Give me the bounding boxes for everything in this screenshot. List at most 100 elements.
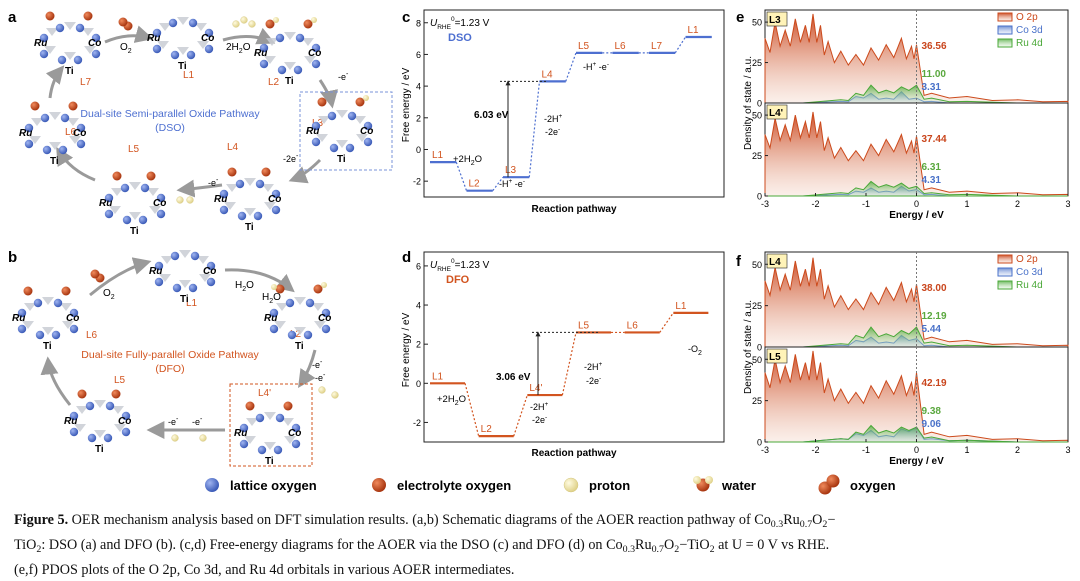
polyhedron-face (282, 418, 294, 426)
level-label: L1 (432, 150, 444, 161)
caption-sub-7: 0.7 (651, 544, 664, 555)
lattice-oxygen-atom (58, 145, 68, 155)
polyhedron-face (318, 116, 330, 124)
co-atom-label: Co (308, 48, 321, 59)
intermediate-label: L5 (769, 352, 781, 363)
legend-label: O 2p (1016, 254, 1038, 265)
legend-lattice-label: lattice oxygen (230, 478, 317, 493)
polyhedron-face (195, 23, 207, 31)
caption-text-2: Ru (783, 512, 800, 528)
lattice-oxygen-atom (190, 251, 200, 261)
ru-atom-label: Ru (147, 33, 160, 44)
co-atom-label: Co (153, 198, 166, 209)
panel-d-yticks: -2 0 2 4 6 (413, 261, 428, 428)
arrow-l6-l7 (45, 65, 65, 99)
pdos-series-o-2p (764, 257, 1069, 348)
caption-text-7: Ru (635, 537, 652, 553)
structure-a-l4: Ru Co Ti (214, 167, 281, 233)
xtick-label: 1 (964, 445, 969, 455)
dfo-pathway-abbr: (DFO) (155, 363, 184, 375)
ti-atom-label: Ti (337, 154, 346, 165)
polyhedron-face (94, 400, 106, 408)
polyhedron-face (60, 303, 72, 311)
label-b-l6: L6 (86, 330, 98, 341)
panel-c-ann-he-2: -H+ -e- (583, 61, 609, 72)
proton-atom (363, 95, 369, 101)
lattice-oxygen-atom (91, 49, 101, 59)
polyhedron-face (157, 41, 169, 49)
lattice-oxygen-atom (188, 283, 198, 293)
intermediate-tag (766, 11, 788, 27)
polyhedron-face (197, 41, 209, 49)
proton-atom (240, 16, 248, 24)
level-label: L4' (529, 383, 542, 394)
structure-b-l6: Ru Co Ti (12, 286, 79, 352)
polyhedron-face (179, 250, 191, 258)
panel-d-ann-2e-2: -2e- (586, 375, 601, 386)
lattice-oxygen-atom (87, 433, 97, 443)
lattice-oxygen-atom (39, 33, 49, 43)
arrow-l5-l6 (56, 146, 96, 182)
polyhedron-face (112, 406, 124, 414)
proton-atom (271, 284, 277, 290)
polyhedron-face (129, 212, 141, 220)
polyhedron-face (246, 418, 258, 426)
lattice-oxygen-atom (271, 189, 281, 199)
panel-e-ylabel: Density of state / a.u. (743, 56, 754, 150)
lattice-oxygen-atom (69, 411, 79, 421)
co-atom-label: Co (201, 33, 214, 44)
polyhedron-face (284, 62, 296, 70)
polyhedron-face (94, 430, 106, 438)
polyhedron-face (42, 297, 54, 305)
pdos-value-co-3d: 4.31 (922, 175, 942, 186)
arrow-l7-l1 (104, 25, 154, 44)
polyhedron-face (69, 136, 81, 144)
polyhedron-face (49, 142, 61, 150)
legend-oxygen-swatch (818, 474, 840, 495)
caption-label: Figure 5. (14, 512, 69, 528)
caption-sub-1: 0.3 (770, 519, 784, 530)
lattice-oxygen-atom (287, 330, 297, 340)
lattice-oxygen-atom (295, 33, 305, 43)
caption-text-11: (e,f) PDOS plots of the O 2p, Co 3d, and… (14, 562, 515, 578)
panel-d-dfo-free-energy: d URHE0=1.23 V DFO Free energy / eV Reac… (401, 249, 725, 459)
ytick-label: 25 (752, 301, 762, 311)
caption-text-6: : DSO (a) and DFO (b). (c,d) Free-energy… (41, 537, 623, 553)
ytick-label: 25 (752, 151, 762, 161)
lattice-oxygen-atom (75, 23, 85, 33)
legend-label: Ru 4d (1016, 280, 1043, 291)
step-b-e-3: -e- (168, 416, 179, 427)
level-label: L5 (578, 320, 590, 331)
panel-c-ann-he-1: -H+ -e- (499, 178, 525, 189)
xtick-label: 2 (1015, 199, 1020, 209)
panel-d-ann-2h-1: -2H+ (530, 401, 549, 412)
lattice-oxygen-atom (152, 28, 162, 38)
structure-b-l5: Ru Co Ti (64, 389, 131, 455)
figure-canvas: a O2 2H2O -e- -2e- -e- Dual-site Semi-pa… (8, 9, 1071, 495)
polyhedron-face (149, 206, 161, 214)
legend-swatch (997, 267, 1013, 277)
level-label: L1 (688, 25, 700, 36)
polyhedron-face (177, 47, 189, 55)
level-connector (565, 52, 577, 82)
ti-atom-label: Ti (180, 294, 189, 305)
step-o2: O2 (120, 42, 132, 55)
panel-c-letter: c (402, 9, 410, 26)
lattice-oxygen-atom (40, 113, 50, 123)
polyhedron-face (199, 274, 211, 282)
co-atom-label: Co (73, 128, 86, 139)
polyhedron-face (284, 32, 296, 40)
proton-atom (248, 20, 256, 28)
ru-atom-label: Ru (306, 126, 319, 137)
legend-swatch (997, 38, 1013, 48)
polyhedron-face (264, 412, 276, 420)
lattice-oxygen-atom (152, 44, 162, 54)
legend-swatch (997, 12, 1013, 22)
panel-d-potential: URHE0=1.23 V (430, 258, 490, 273)
panel-f-letter: f (736, 253, 742, 270)
lattice-oxygen-atom (363, 137, 373, 147)
polyhedron-face (244, 208, 256, 216)
electrolyte-oxygen-atom (77, 389, 87, 399)
lattice-oxygen-atom (321, 308, 331, 318)
lattice-oxygen-atom (39, 49, 49, 59)
